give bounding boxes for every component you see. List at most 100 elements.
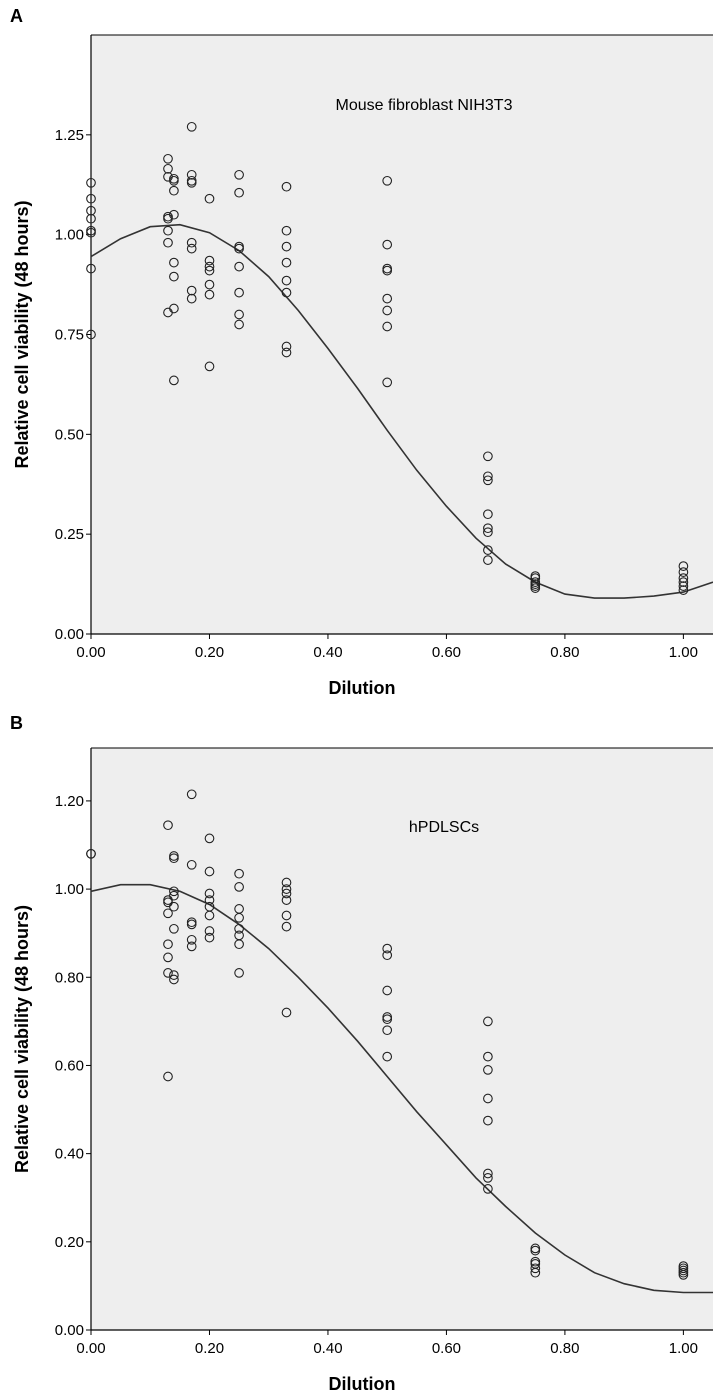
data-point xyxy=(169,901,179,912)
x-tick-label: 0.20 xyxy=(195,644,224,661)
data-point xyxy=(163,163,173,174)
data-point xyxy=(678,567,689,577)
data-point xyxy=(186,121,197,132)
data-point xyxy=(204,866,215,877)
data-point xyxy=(86,193,96,204)
x-tick-label: 0.00 xyxy=(76,1340,105,1357)
data-point xyxy=(204,289,215,300)
data-point xyxy=(483,475,493,486)
data-point xyxy=(204,279,215,290)
data-point xyxy=(678,577,689,587)
y-tick-label: 0.40 xyxy=(55,1146,84,1163)
data-point xyxy=(483,1173,493,1183)
data-point xyxy=(204,888,215,899)
x-tick-label: 1.00 xyxy=(669,1340,698,1357)
data-point xyxy=(204,932,215,943)
data-point xyxy=(169,175,179,186)
data-point xyxy=(281,287,292,298)
x-tick-label: 0.40 xyxy=(313,1340,342,1357)
data-point xyxy=(678,573,689,583)
data-point xyxy=(86,177,96,188)
x-tick-label: 0.20 xyxy=(195,1340,224,1357)
data-point xyxy=(281,1007,292,1018)
data-point xyxy=(163,237,173,248)
x-tick-label: 1.00 xyxy=(669,644,698,661)
data-point xyxy=(281,884,292,894)
data-point xyxy=(530,1245,541,1256)
x-tick-label: 0.80 xyxy=(550,644,579,661)
data-point xyxy=(169,257,179,268)
data-point xyxy=(169,970,179,980)
data-point xyxy=(186,293,197,304)
plot-area xyxy=(91,748,713,1330)
data-point xyxy=(186,919,197,930)
data-point xyxy=(86,227,96,238)
data-point xyxy=(234,912,244,923)
data-point xyxy=(382,265,393,276)
data-point xyxy=(86,848,96,859)
data-point xyxy=(163,968,173,978)
data-point xyxy=(186,934,197,945)
data-point xyxy=(169,185,179,196)
data-point xyxy=(163,820,173,831)
data-point xyxy=(678,561,689,571)
x-tick-label: 0.60 xyxy=(432,1340,461,1357)
data-point xyxy=(281,275,292,286)
y-tick-label: 0.60 xyxy=(55,1057,84,1074)
data-point xyxy=(281,888,292,899)
data-point xyxy=(483,1184,493,1194)
x-axis-title: Dilution xyxy=(329,678,396,698)
data-point xyxy=(234,169,244,180)
data-point xyxy=(281,181,292,192)
data-point xyxy=(530,1263,541,1274)
data-point xyxy=(234,868,244,879)
panel-label: A xyxy=(10,6,23,26)
data-point xyxy=(281,257,292,268)
x-axis-title: Dilution xyxy=(329,1374,396,1391)
data-point xyxy=(186,237,197,248)
data-point xyxy=(281,225,292,236)
data-point xyxy=(382,305,393,316)
data-point xyxy=(382,175,393,186)
data-point xyxy=(169,303,179,314)
data-point xyxy=(530,583,541,593)
plot-area xyxy=(91,35,713,634)
data-point xyxy=(530,1267,541,1278)
data-point xyxy=(186,177,197,188)
data-point xyxy=(163,1071,173,1082)
chart-panel-b: B 0.00 0.20 0.40 0.60 0.80 1.00 0.00 0.20 0.40 0.6… xyxy=(10,713,713,1391)
data-point xyxy=(234,319,244,330)
data-point xyxy=(169,271,179,282)
data-point xyxy=(281,241,292,252)
data-point xyxy=(281,877,292,888)
data-point xyxy=(530,573,541,583)
data-point xyxy=(169,890,179,901)
data-point xyxy=(169,375,179,386)
y-tick-label: 1.00 xyxy=(55,227,84,244)
data-point xyxy=(281,347,292,358)
y-axis-title: Relative cell viability (48 hours) xyxy=(12,200,32,468)
data-point xyxy=(483,1115,493,1126)
data-point xyxy=(483,1051,493,1062)
data-point xyxy=(483,555,493,565)
data-point xyxy=(169,923,179,934)
data-point xyxy=(382,985,393,996)
data-point xyxy=(204,361,215,372)
fit-curve xyxy=(90,223,713,599)
data-point xyxy=(483,471,493,482)
x-tick-label: 0.00 xyxy=(76,644,105,661)
data-point xyxy=(281,910,292,921)
data-point xyxy=(169,209,179,220)
data-point xyxy=(382,1051,393,1062)
y-tick-label: 1.25 xyxy=(55,127,84,144)
data-point xyxy=(382,943,393,954)
data-point xyxy=(483,527,493,538)
data-point xyxy=(234,939,244,950)
data-point xyxy=(382,239,393,250)
x-tick-label: 0.80 xyxy=(550,1340,579,1357)
data-point xyxy=(483,451,493,462)
panel-label: B xyxy=(10,713,23,733)
data-point xyxy=(234,243,244,254)
data-point xyxy=(163,939,173,950)
